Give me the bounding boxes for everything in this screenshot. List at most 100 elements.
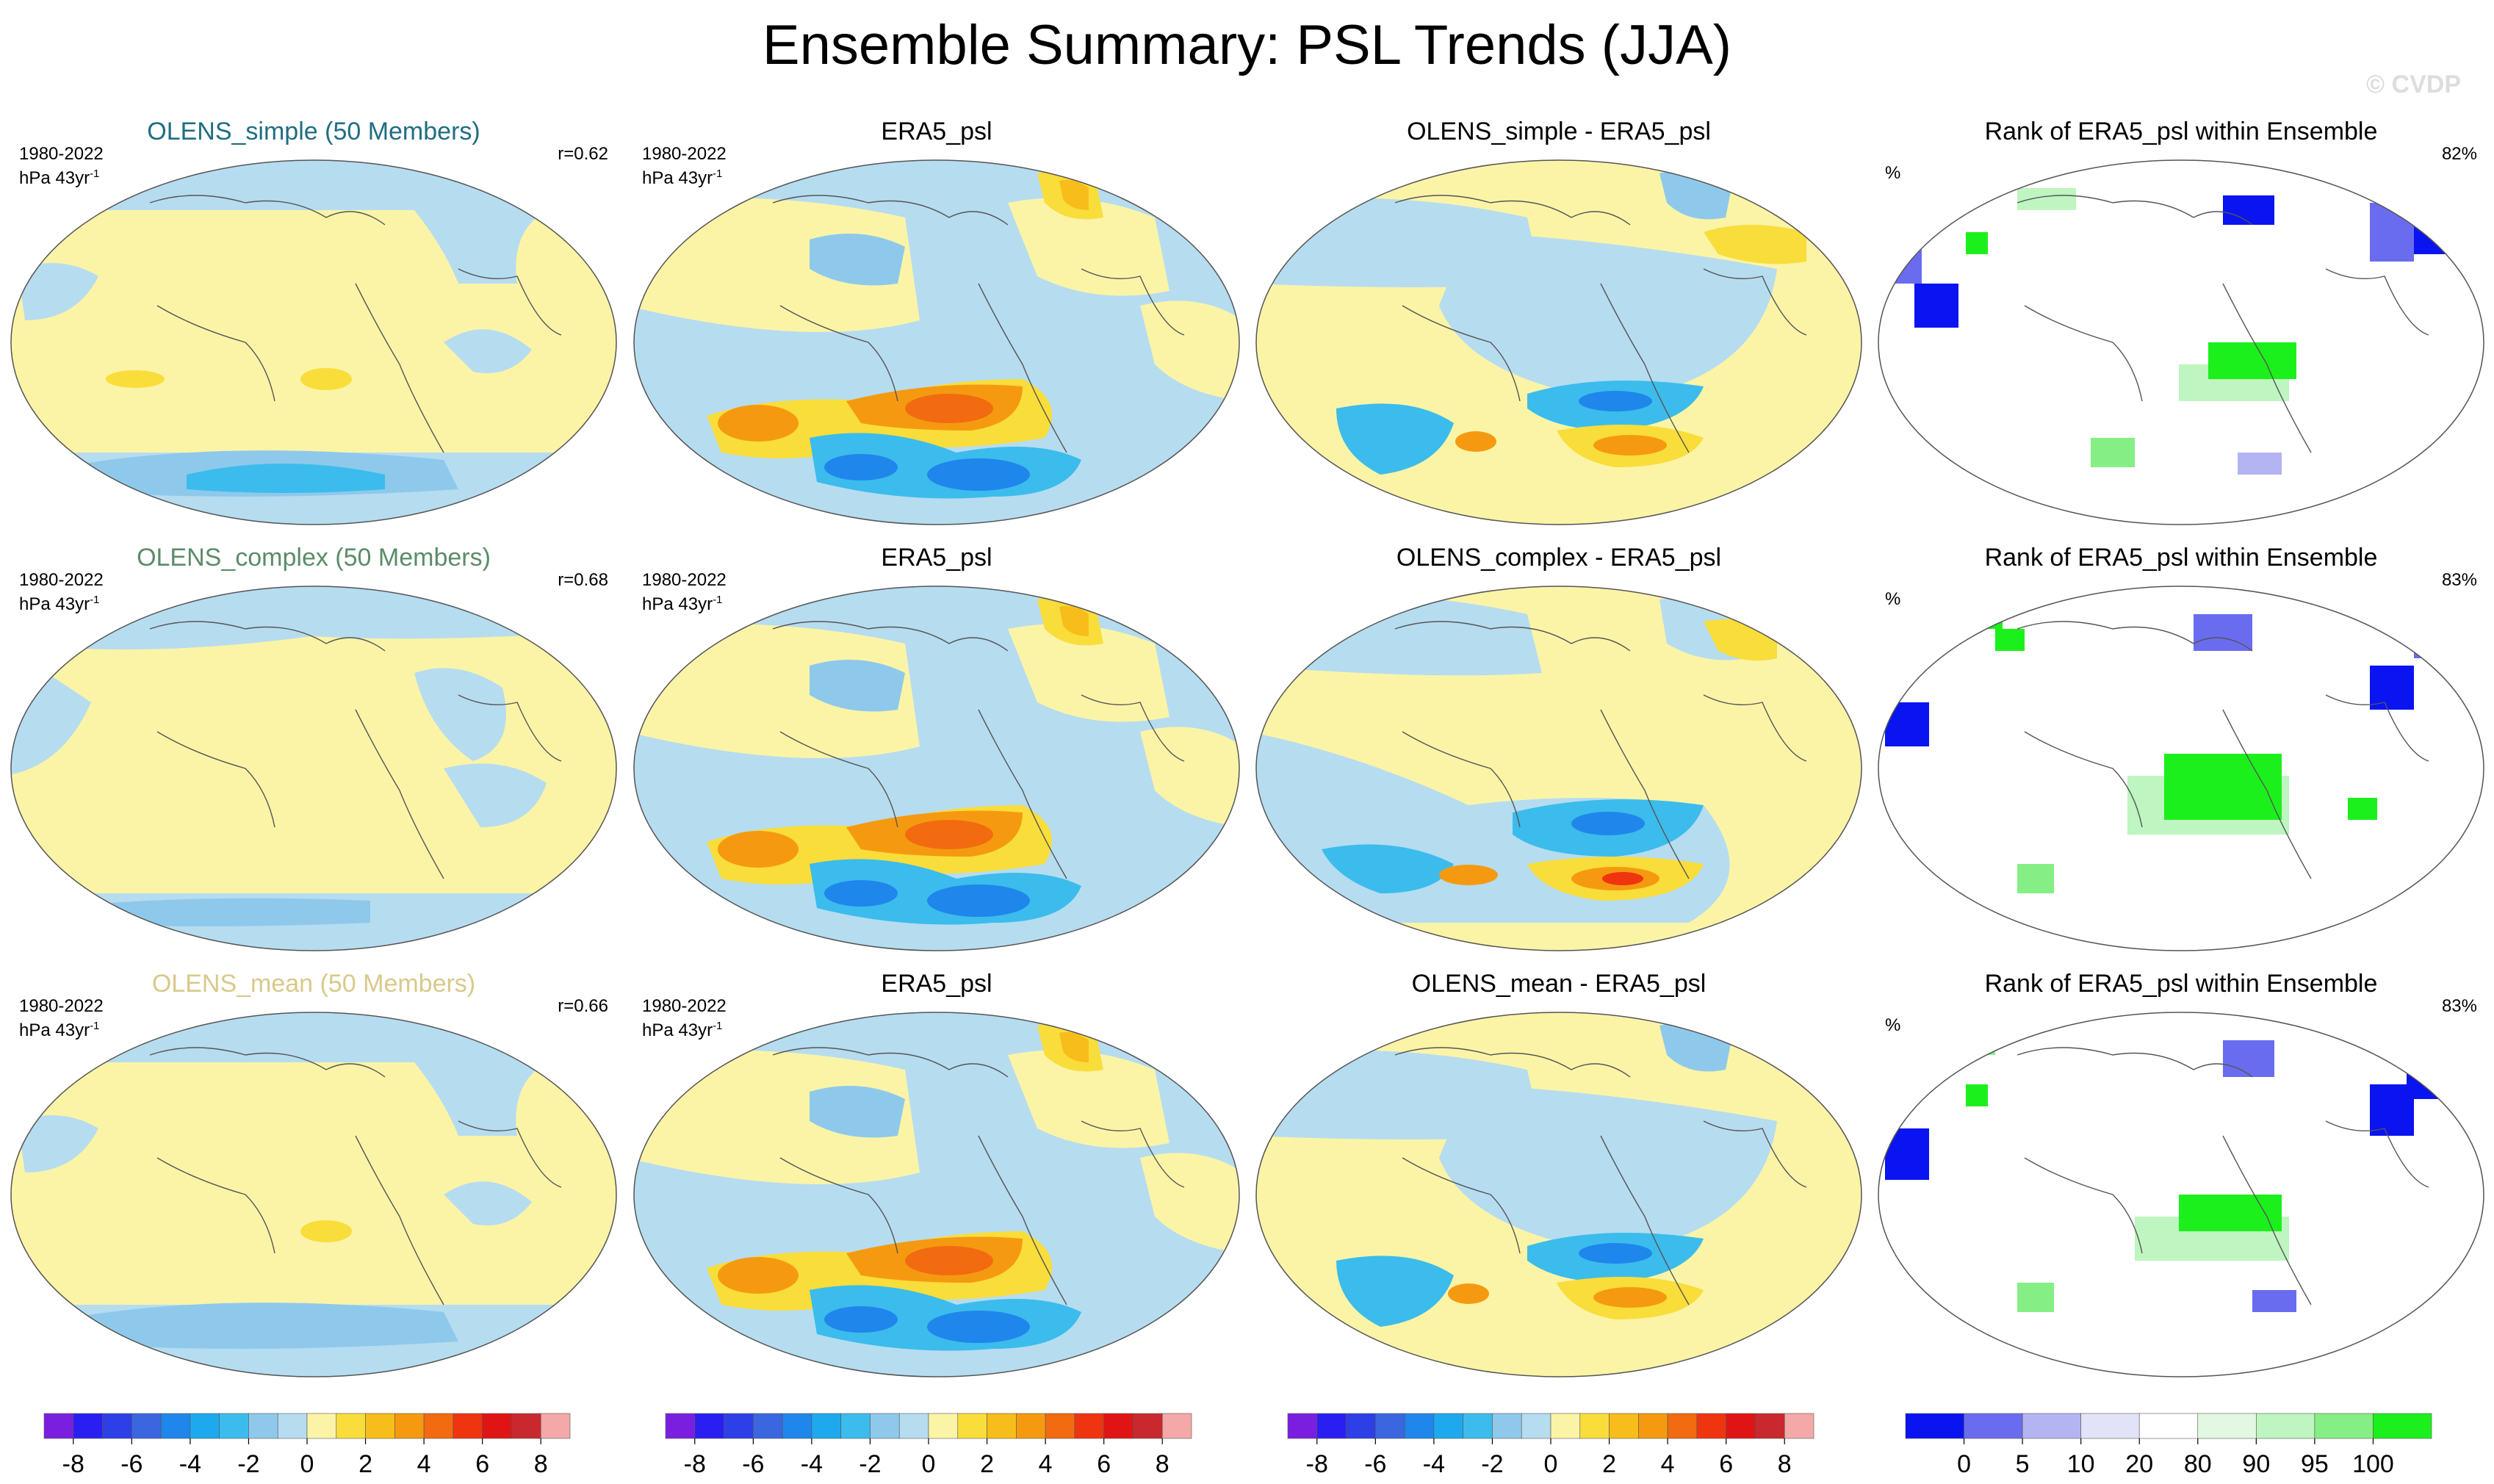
colorbar-box	[1696, 1413, 1726, 1439]
negative-region	[810, 660, 905, 712]
colorbar-box	[43, 1413, 74, 1439]
colorbar-box	[898, 1413, 929, 1439]
colorbar-box	[2197, 1413, 2257, 1439]
map-rank	[1878, 586, 2484, 951]
rank-high	[2017, 1283, 2054, 1312]
colorbar-box	[1667, 1413, 1698, 1439]
period-label: 1980-2022	[19, 996, 104, 1016]
panel-title: OLENS_complex - ERA5_psl	[1396, 544, 1722, 572]
colorbar-box	[724, 1413, 754, 1439]
positive-patch	[300, 368, 352, 390]
positive-max	[905, 1246, 993, 1275]
colorbar-box	[1638, 1413, 1668, 1439]
units-label: hPa 43yr	[642, 1020, 713, 1040]
rank-high	[1966, 1084, 1988, 1106]
colorbar-obs: -8 -6 -4 -2 0 2 4 6 8	[664, 1412, 1222, 1478]
units-exponent: -1	[90, 1020, 100, 1032]
negative-max	[1571, 812, 1645, 835]
coastlines	[2017, 1047, 2429, 1305]
panel-sim-row3: OLENS_mean (50 Members) 1980-2022 hPa 43y…	[3, 970, 624, 1396]
colorbar-tick-label: 2	[1602, 1450, 1616, 1478]
rank-percent: 83%	[2441, 570, 2477, 590]
panel-diff-row2: OLENS_complex - ERA5_psl	[1248, 544, 1870, 970]
period-units: 1980-2022 hPa 43yr-1	[19, 144, 104, 188]
coastlines	[1394, 1047, 1807, 1305]
negative-strong	[824, 1306, 898, 1333]
coastlines	[772, 1047, 1185, 1305]
percent-label: %	[1885, 163, 1901, 183]
colorbar-tick-label: 0	[1544, 1450, 1558, 1478]
panel-obs-row2: ERA5_psl 1980-2022 hPa 43yr-1	[626, 544, 1247, 970]
panel-sim-row1: OLENS_simple (50 Members) 1980-2022 hPa 4…	[3, 118, 624, 544]
colorbar-box	[1550, 1413, 1581, 1439]
ocean-anomaly	[444, 329, 532, 373]
colorbar-box	[1133, 1413, 1163, 1439]
rank-low	[2414, 614, 2480, 658]
colorbar-tick-label: 4	[417, 1450, 431, 1478]
colorbar-box	[2314, 1413, 2374, 1439]
colorbar-tick-label: 2	[980, 1450, 994, 1478]
rank-low	[1885, 1128, 1929, 1180]
map-border	[633, 159, 1240, 525]
map-sim	[10, 1012, 617, 1377]
panel-title: ERA5_psl	[881, 118, 992, 145]
colorbar-box	[453, 1413, 483, 1439]
period-label: 1980-2022	[19, 144, 104, 164]
rank-low	[2407, 1048, 2484, 1099]
positive-region	[1140, 727, 1239, 827]
map-border	[1255, 586, 1862, 951]
positive-region	[1140, 1153, 1239, 1253]
coastlines	[1394, 195, 1807, 453]
rank-low	[2370, 666, 2414, 710]
map-obs	[633, 1012, 1240, 1377]
period-units: 1980-2022 hPa 43yr-1	[19, 996, 104, 1040]
map-obs	[633, 586, 1240, 951]
map-diff	[1255, 586, 1862, 951]
negative-strong	[927, 885, 1030, 917]
panel-obs-row3: ERA5_psl 1980-2022 hPa 43yr-1	[626, 970, 1247, 1396]
colorbar-tick-label: -8	[62, 1450, 84, 1478]
rank-high	[1995, 629, 2025, 651]
rank-low	[2252, 1290, 2296, 1312]
colorbar-tick-label: 6	[1097, 1450, 1111, 1478]
colorbar-tick-label: 4	[1039, 1450, 1053, 1478]
rank-low	[1885, 232, 1922, 284]
rank-low	[2407, 195, 2484, 254]
negative-strong	[1322, 844, 1454, 893]
rank-high	[2348, 798, 2377, 820]
panel-title: Rank of ERA5_psl within Ensemble	[1984, 118, 2378, 145]
panel-title: OLENS_complex (50 Members)	[137, 544, 491, 572]
map-sim	[10, 586, 617, 951]
period-label: 1980-2022	[642, 570, 727, 590]
colorbar-box	[870, 1413, 900, 1439]
panel-title: Rank of ERA5_psl within Ensemble	[1984, 544, 2378, 572]
colorbar-box	[160, 1413, 191, 1439]
positive-region	[1008, 624, 1169, 722]
colorbar-box	[811, 1413, 841, 1439]
colorbar-tick-label: 95	[2301, 1450, 2329, 1478]
map-border	[1255, 1012, 1862, 1377]
panel-sim-row2: OLENS_complex (50 Members) 1980-2022 hPa …	[3, 544, 624, 970]
positive-strong	[718, 1257, 799, 1294]
rank-high	[2017, 864, 2054, 893]
colorbar-box	[1161, 1413, 1192, 1439]
panel-title: OLENS_simple - ERA5_psl	[1407, 118, 1711, 145]
colorbar-box	[2256, 1413, 2315, 1439]
colorbar-tick-label: -8	[684, 1450, 706, 1478]
colorbar-tick-label: -2	[237, 1450, 259, 1478]
panel-rank-row2: Rank of ERA5_psl within Ensemble % 83%	[1870, 544, 2492, 970]
negative-strong	[824, 454, 898, 480]
colorbar-tick-label: 20	[2125, 1450, 2153, 1478]
land-positive	[634, 1050, 920, 1184]
colorbar-tick-label: -6	[1364, 1450, 1386, 1478]
colorbar-box	[665, 1413, 696, 1439]
negative-strong	[824, 880, 898, 907]
panel-title: ERA5_psl	[881, 544, 992, 572]
colorbar-box	[1492, 1413, 1522, 1439]
colorbar-tick-label: 90	[2242, 1450, 2270, 1478]
ocean-anomaly	[444, 1181, 532, 1225]
colorbar-box	[248, 1413, 278, 1439]
positive-core	[1059, 605, 1089, 636]
positive-strong	[718, 405, 799, 442]
positive-strong	[1455, 431, 1496, 452]
